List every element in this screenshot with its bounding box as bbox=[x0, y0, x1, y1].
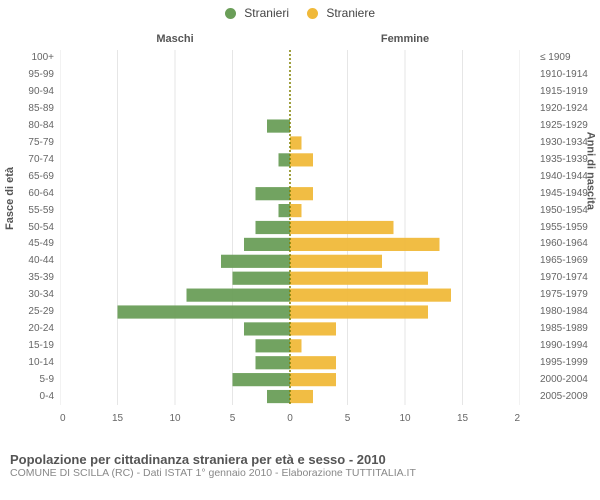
age-label: 0-4 bbox=[0, 392, 54, 402]
bar-female bbox=[290, 187, 313, 200]
birth-label: 1910-1914 bbox=[540, 70, 600, 80]
age-label: 20-24 bbox=[0, 324, 54, 334]
age-label: 95-99 bbox=[0, 70, 54, 80]
svg-text:Femmine: Femmine bbox=[381, 33, 429, 45]
bar-male bbox=[187, 289, 291, 302]
bar-male bbox=[256, 187, 291, 200]
bar-female bbox=[290, 356, 336, 369]
bar-male bbox=[244, 238, 290, 251]
legend-swatch-female bbox=[307, 8, 318, 19]
birth-label: 1945-1949 bbox=[540, 189, 600, 199]
svg-text:Maschi: Maschi bbox=[156, 33, 193, 45]
pyramid-chart: Fasce di età Anni di nascita 20151050510… bbox=[0, 20, 600, 450]
bar-male bbox=[279, 204, 291, 217]
birth-label: 1925-1929 bbox=[540, 121, 600, 131]
bar-female bbox=[290, 153, 313, 166]
birth-label: 1920-1924 bbox=[540, 104, 600, 114]
bar-male bbox=[256, 221, 291, 234]
age-label: 55-59 bbox=[0, 206, 54, 216]
age-label: 35-39 bbox=[0, 273, 54, 283]
birth-label: 1990-1994 bbox=[540, 341, 600, 351]
age-label: 50-54 bbox=[0, 223, 54, 233]
age-label: 25-29 bbox=[0, 307, 54, 317]
bar-male bbox=[256, 356, 291, 369]
age-label: 60-64 bbox=[0, 189, 54, 199]
birth-label: 2005-2009 bbox=[540, 392, 600, 402]
age-label: 70-74 bbox=[0, 155, 54, 165]
legend: Stranieri Straniere bbox=[0, 0, 600, 20]
bar-male bbox=[233, 272, 291, 285]
age-label: 85-89 bbox=[0, 104, 54, 114]
bar-female bbox=[290, 289, 451, 302]
birth-label: 1995-1999 bbox=[540, 358, 600, 368]
svg-text:20: 20 bbox=[60, 413, 66, 424]
birth-label: 1915-1919 bbox=[540, 87, 600, 97]
svg-text:10: 10 bbox=[399, 413, 411, 424]
birth-label: 1935-1939 bbox=[540, 155, 600, 165]
age-label: 5-9 bbox=[0, 375, 54, 385]
birth-label: 1985-1989 bbox=[540, 324, 600, 334]
bar-female bbox=[290, 322, 336, 335]
bar-male bbox=[279, 153, 291, 166]
birth-label: 1950-1954 bbox=[540, 206, 600, 216]
birth-label: 1940-1944 bbox=[540, 172, 600, 182]
svg-text:10: 10 bbox=[169, 413, 181, 424]
svg-text:0: 0 bbox=[287, 413, 293, 424]
age-label: 15-19 bbox=[0, 341, 54, 351]
legend-swatch-male bbox=[225, 8, 236, 19]
age-label: 65-69 bbox=[0, 172, 54, 182]
bar-female bbox=[290, 305, 428, 318]
birth-label: 1965-1969 bbox=[540, 256, 600, 266]
bar-female bbox=[290, 238, 440, 251]
chart-subtitle: COMUNE DI SCILLA (RC) - Dati ISTAT 1° ge… bbox=[10, 467, 590, 479]
bar-male bbox=[256, 339, 291, 352]
birth-label: 2000-2004 bbox=[540, 375, 600, 385]
birth-label: 1960-1964 bbox=[540, 239, 600, 249]
bar-female bbox=[290, 390, 313, 403]
svg-text:15: 15 bbox=[112, 413, 124, 424]
age-label: 75-79 bbox=[0, 138, 54, 148]
bar-female bbox=[290, 272, 428, 285]
bar-male bbox=[244, 322, 290, 335]
bar-male bbox=[267, 390, 290, 403]
age-label: 100+ bbox=[0, 53, 54, 63]
svg-text:15: 15 bbox=[457, 413, 469, 424]
birth-label: 1955-1959 bbox=[540, 223, 600, 233]
age-label: 40-44 bbox=[0, 256, 54, 266]
age-label: 90-94 bbox=[0, 87, 54, 97]
bar-female bbox=[290, 136, 302, 149]
age-label: 80-84 bbox=[0, 121, 54, 131]
age-label: 10-14 bbox=[0, 358, 54, 368]
bar-male bbox=[221, 255, 290, 268]
svg-text:5: 5 bbox=[345, 413, 351, 424]
bar-female bbox=[290, 373, 336, 386]
bar-female bbox=[290, 339, 302, 352]
svg-text:5: 5 bbox=[230, 413, 236, 424]
legend-item-male: Stranieri bbox=[225, 6, 289, 20]
legend-label-female: Straniere bbox=[326, 6, 375, 20]
bar-male bbox=[267, 119, 290, 132]
chart-footer: Popolazione per cittadinanza straniera p… bbox=[0, 450, 600, 479]
bar-female bbox=[290, 204, 302, 217]
bar-male bbox=[118, 305, 291, 318]
birth-label: 1980-1984 bbox=[540, 307, 600, 317]
bar-female bbox=[290, 255, 382, 268]
bar-male bbox=[233, 373, 291, 386]
legend-label-male: Stranieri bbox=[244, 6, 289, 20]
chart-title: Popolazione per cittadinanza straniera p… bbox=[10, 452, 590, 467]
birth-label: 1975-1979 bbox=[540, 290, 600, 300]
age-label: 45-49 bbox=[0, 239, 54, 249]
legend-item-female: Straniere bbox=[307, 6, 375, 20]
svg-text:20: 20 bbox=[514, 413, 520, 424]
bar-female bbox=[290, 221, 394, 234]
birth-label: ≤ 1909 bbox=[540, 53, 600, 63]
birth-label: 1970-1974 bbox=[540, 273, 600, 283]
birth-label: 1930-1934 bbox=[540, 138, 600, 148]
age-label: 30-34 bbox=[0, 290, 54, 300]
chart-svg: 20 15 10 5 0 5 10 15 20 Maschi Femmine bbox=[60, 30, 520, 425]
